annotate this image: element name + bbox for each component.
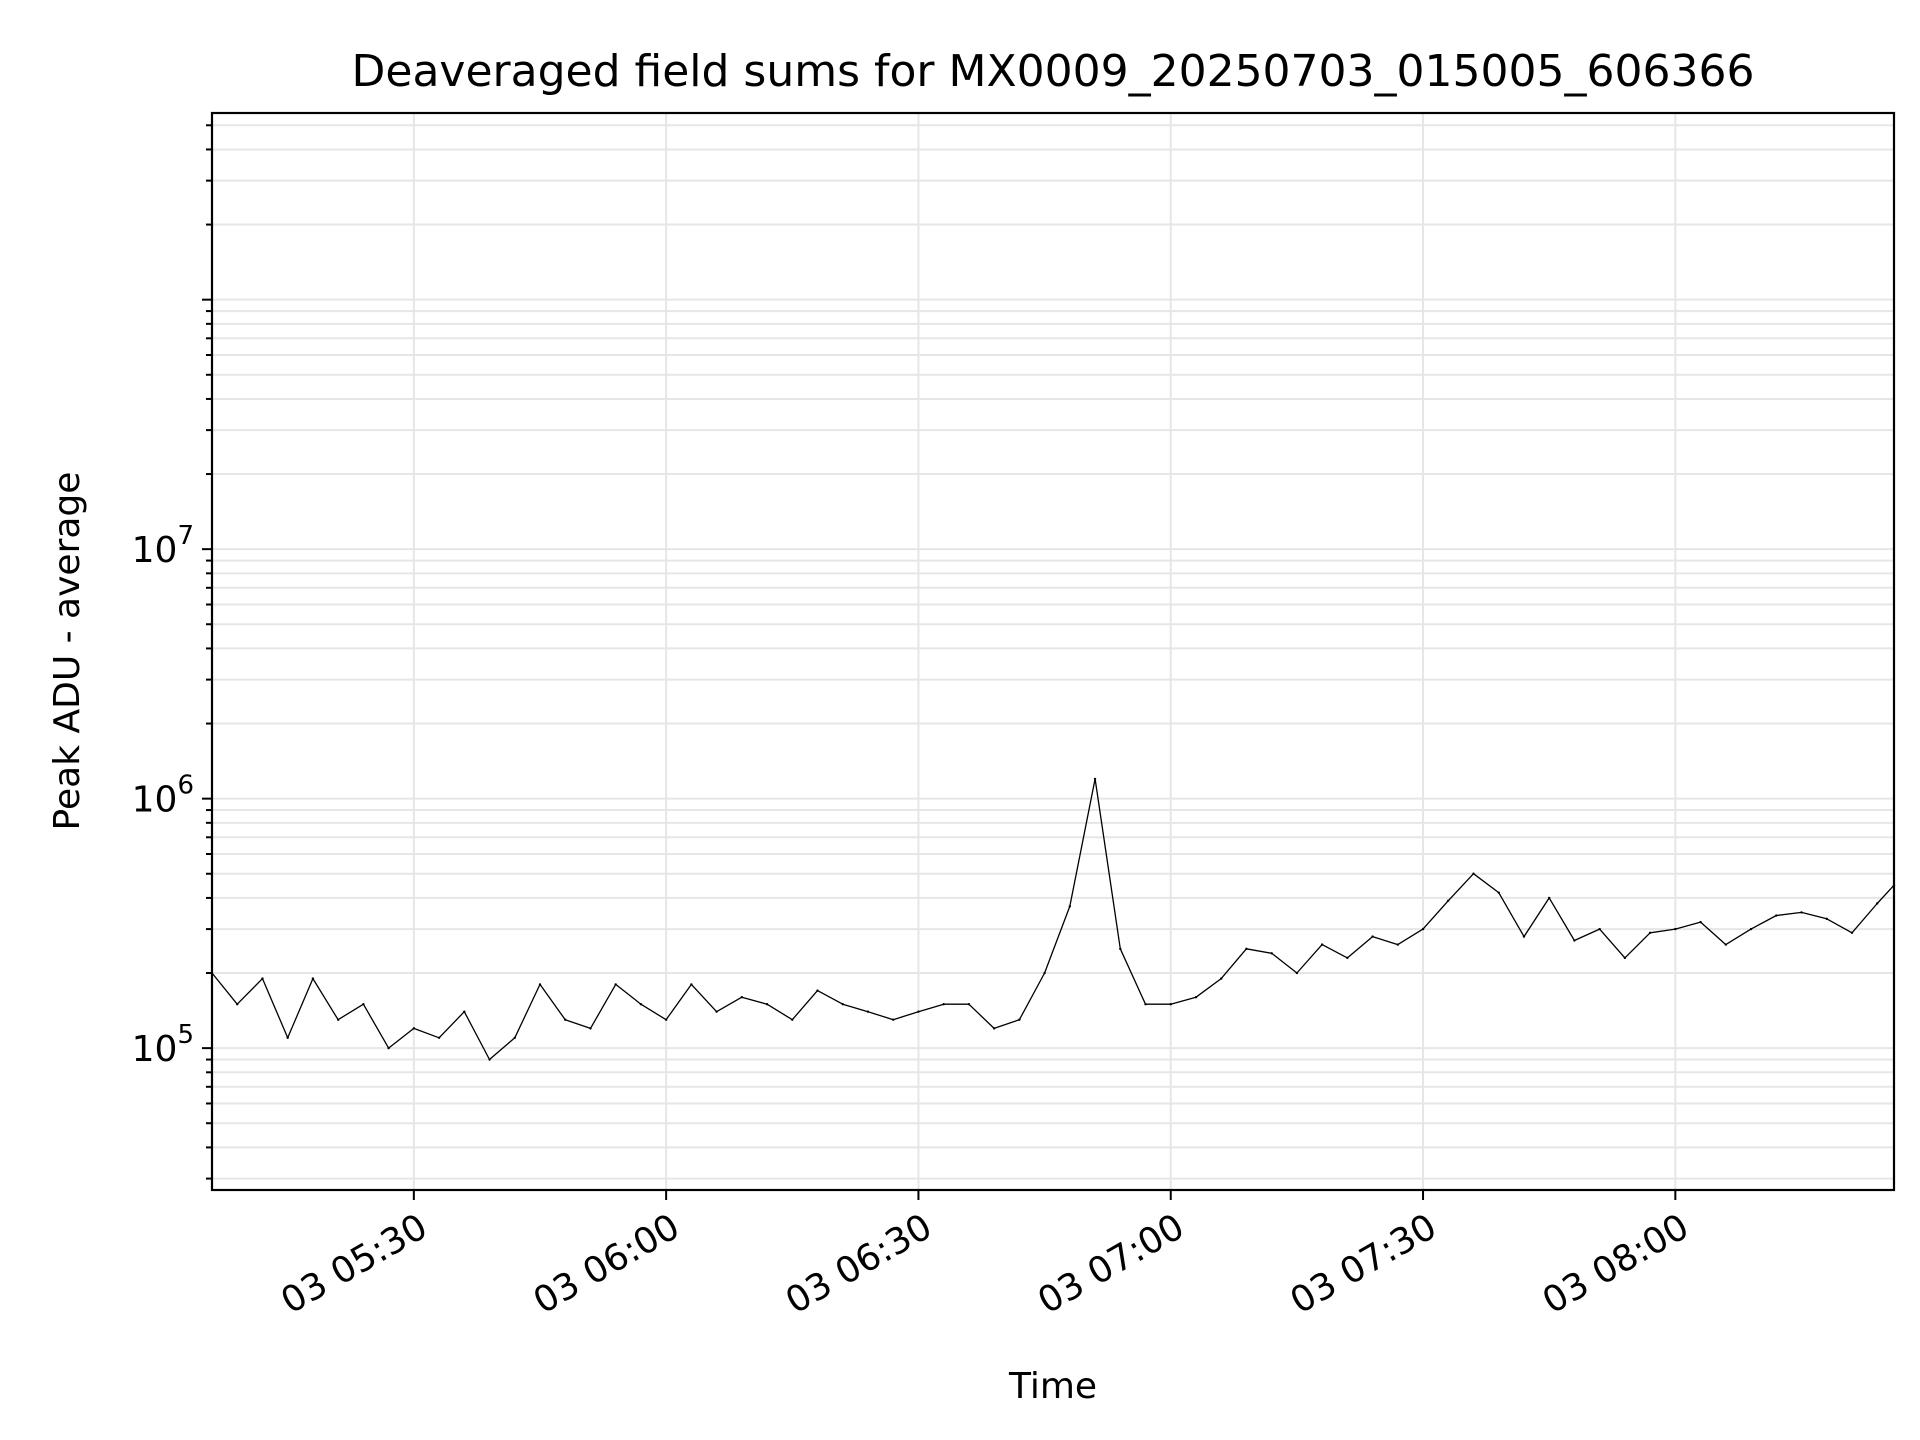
data-point — [336, 1018, 340, 1021]
y-tick-exponent: 7 — [177, 521, 194, 551]
data-point — [1598, 927, 1601, 931]
data-point — [1421, 927, 1425, 931]
data-point — [1093, 777, 1097, 781]
data-point — [1371, 935, 1374, 938]
y-tick-label: 106 — [132, 771, 194, 821]
plot-frame — [210, 111, 1896, 1192]
y-axis-label: Peak ADU - average — [47, 472, 88, 831]
y-tick-base: 10 — [132, 780, 178, 821]
data-point — [564, 1018, 567, 1021]
data-point — [1749, 927, 1753, 931]
x-tick-label: 03 06:00 — [527, 1206, 687, 1322]
data-point — [1144, 1002, 1147, 1006]
data-point — [1396, 943, 1400, 946]
data-point — [1447, 899, 1450, 902]
y-tick-base: 10 — [132, 530, 178, 571]
data-point — [1775, 914, 1778, 917]
data-point — [1043, 971, 1046, 975]
data-point — [1068, 905, 1072, 908]
y-tick-exponent: 5 — [177, 1020, 194, 1050]
data-point — [740, 996, 744, 999]
data-point — [1800, 911, 1803, 914]
data-point — [765, 1002, 769, 1006]
data-point — [1194, 996, 1198, 999]
data-point — [1169, 1002, 1172, 1006]
data-point — [1547, 896, 1551, 900]
data-point — [917, 1010, 920, 1013]
data-point — [1497, 891, 1500, 894]
y-tick-label: 107 — [132, 521, 194, 571]
data-point — [1320, 943, 1324, 946]
data-point — [412, 1027, 416, 1030]
data-point — [538, 983, 542, 986]
grid-lines — [212, 113, 1894, 1190]
x-tick-label: 03 08:00 — [1536, 1206, 1696, 1322]
series-layer — [210, 777, 1896, 1061]
data-point — [362, 1002, 365, 1006]
data-point — [866, 1010, 870, 1013]
data-point — [1270, 952, 1273, 955]
data-point — [286, 1036, 289, 1040]
data-point — [1522, 935, 1526, 938]
data-point — [437, 1036, 441, 1040]
data-point — [1674, 927, 1677, 931]
data-point — [967, 1002, 971, 1006]
data-point — [1018, 1018, 1021, 1021]
data-point — [513, 1036, 516, 1040]
data-point — [589, 1027, 592, 1030]
data-point — [1648, 931, 1652, 934]
y-tick-label: 105 — [132, 1020, 194, 1070]
data-point — [1220, 977, 1223, 980]
data-point — [1346, 956, 1349, 960]
data-point — [1245, 947, 1248, 951]
data-point — [892, 1018, 895, 1021]
data-point — [841, 1002, 844, 1006]
series-line — [211, 778, 1895, 1061]
data-point — [1295, 971, 1299, 975]
y-tick-base: 10 — [132, 1029, 178, 1070]
data-point — [690, 983, 693, 986]
data-point — [992, 1027, 996, 1030]
data-point — [1724, 943, 1728, 946]
x-tick-label: 03 05:30 — [274, 1206, 434, 1322]
chart-title: Deaveraged field sums for MX0009_2025070… — [352, 46, 1755, 97]
data-point — [791, 1018, 794, 1021]
x-axis-label: Time — [1008, 1366, 1097, 1407]
x-tick-label: 03 06:30 — [779, 1206, 939, 1322]
data-point — [1573, 939, 1576, 942]
data-point — [715, 1010, 718, 1013]
data-point — [1623, 956, 1627, 960]
data-point — [942, 1002, 945, 1006]
data-point — [463, 1010, 466, 1013]
data-point — [614, 983, 617, 986]
x-tick-label: 03 07:00 — [1031, 1206, 1191, 1322]
data-point — [488, 1058, 491, 1061]
data-point — [1850, 931, 1854, 934]
data-point — [311, 977, 315, 980]
data-point — [1875, 902, 1879, 905]
data-point — [1472, 872, 1475, 875]
data-point — [1825, 917, 1828, 920]
data-point — [664, 1018, 668, 1021]
data-point — [816, 989, 819, 992]
data-point — [387, 1046, 390, 1050]
data-point — [639, 1002, 643, 1006]
data-point — [1119, 947, 1122, 951]
x-tick-label: 03 07:30 — [1284, 1206, 1444, 1322]
y-tick-exponent: 6 — [177, 771, 194, 801]
data-point — [261, 977, 264, 980]
data-point — [236, 1002, 239, 1006]
data-point — [1699, 920, 1702, 924]
